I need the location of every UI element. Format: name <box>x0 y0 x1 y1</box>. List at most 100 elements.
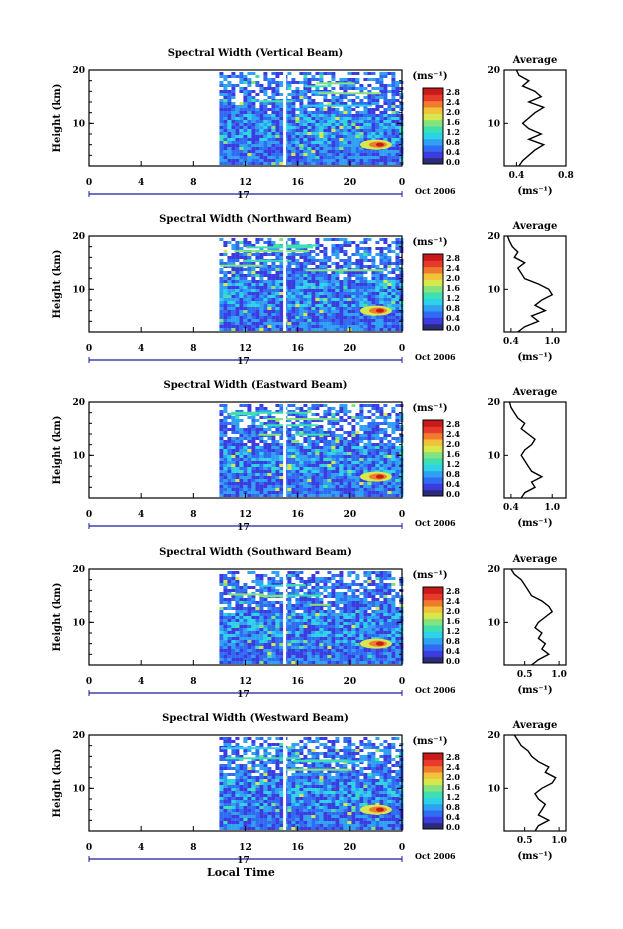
hotspot-core <box>375 641 384 646</box>
colorbar-swatch <box>423 94 443 102</box>
x-tick-label: 8 <box>190 843 196 853</box>
colorbar-swatch <box>423 489 443 497</box>
average-y-tick: 20 <box>487 731 500 741</box>
data-gap <box>283 735 287 831</box>
colorbar-tick: 1.6 <box>446 616 460 626</box>
average-unit: (ms⁻¹) <box>517 851 552 862</box>
y-tick-label: 20 <box>72 398 85 408</box>
colorbar-swatch <box>423 637 443 645</box>
y-tick-label: 20 <box>72 565 85 575</box>
date-day: 17 <box>237 357 250 367</box>
colorbar-swatch <box>423 254 443 261</box>
colorbar-tick: 1.2 <box>446 626 460 636</box>
panel-title: Spectral Width (Westward Beam) <box>162 713 349 724</box>
colorbar-tick: 0.4 <box>446 147 460 157</box>
colorbar-frame <box>422 253 444 331</box>
x-tick-label: 16 <box>291 178 304 188</box>
y-axis-label: Height (km) <box>52 749 63 818</box>
x-tick-label: 12 <box>239 843 252 853</box>
colorbar-unit: (ms⁻¹) <box>412 736 447 747</box>
colorbar-tick: 0.0 <box>446 323 460 333</box>
colorbar-swatch <box>423 426 443 434</box>
x-tick-label: 12 <box>239 677 252 687</box>
colorbar-tick: 1.6 <box>446 117 460 127</box>
colorbar-tick: 2.8 <box>446 87 460 97</box>
average-x-tick: 0.8 <box>558 171 574 181</box>
colorbar-swatch <box>423 464 443 472</box>
date-month-year: Oct 2006 <box>415 685 456 695</box>
colorbar-frame <box>422 419 444 497</box>
date-day: 17 <box>237 856 250 866</box>
average-frame <box>503 568 567 666</box>
colorbar-swatch <box>423 772 443 779</box>
x-tick-label: 12 <box>239 344 252 354</box>
colorbar-frame <box>422 87 444 165</box>
colorbar-swatch <box>423 822 443 830</box>
colorbar-tick: 0.4 <box>446 313 460 323</box>
colorbar-swatch <box>423 587 443 594</box>
colorbar-swatch <box>423 483 443 491</box>
y-tick-label: 20 <box>72 731 85 741</box>
colorbar-swatch <box>423 803 443 811</box>
y-axis-label: Height (km) <box>52 416 63 485</box>
colorbar-swatch <box>423 132 443 140</box>
colorbar-swatch <box>423 606 443 613</box>
average-unit: (ms⁻¹) <box>517 186 552 197</box>
colorbar-swatch <box>423 765 443 773</box>
colorbar-swatch <box>423 420 443 427</box>
colorbar-swatch <box>423 285 443 293</box>
colorbar-swatch <box>423 157 443 165</box>
colorbar-tick: 1.2 <box>446 127 460 137</box>
colorbar-tick: 0.4 <box>446 812 460 822</box>
colorbar-swatch <box>423 88 443 95</box>
colorbar-swatch <box>423 797 443 805</box>
colorbar-swatch <box>423 753 443 760</box>
colorbar-tick: 2.4 <box>446 596 460 606</box>
colorbar-swatch <box>423 260 443 268</box>
colorbar-tick: 0.0 <box>446 822 460 832</box>
colorbar-swatch <box>423 317 443 325</box>
average-x-tick: 1.0 <box>551 670 567 680</box>
x-tick-label: 16 <box>291 344 304 354</box>
y-axis-label: Height (km) <box>52 583 63 652</box>
heatmap <box>219 236 404 332</box>
average-line <box>506 235 554 333</box>
x-tick-label: 0 <box>86 677 92 687</box>
x-tick-label: 16 <box>291 510 304 520</box>
x-tick-label: 20 <box>344 178 357 188</box>
x-tick-label: 20 <box>344 344 357 354</box>
average-x-tick: 1.0 <box>551 836 567 846</box>
average-x-tick: 0.5 <box>517 836 533 846</box>
average-y-tick: 20 <box>487 66 500 76</box>
colorbar-tick: 0.0 <box>446 656 460 666</box>
x-tick-label: 20 <box>344 677 357 687</box>
colorbar-swatch <box>423 145 443 152</box>
average-unit: (ms⁻¹) <box>517 685 552 696</box>
colorbar-tick: 0.8 <box>446 137 460 147</box>
x-tick-label: 0 <box>399 344 405 354</box>
average-y-tick: 10 <box>487 618 500 628</box>
average-x-tick: 0.5 <box>517 670 533 680</box>
hotspot-core <box>375 474 384 479</box>
x-tick-label: 16 <box>291 677 304 687</box>
average-profile: Average 20 10 0.4 0.8 (ms⁻¹) <box>487 55 573 197</box>
colorbar-tick: 2.8 <box>446 752 460 762</box>
colorbar-swatch <box>423 458 443 465</box>
x-tick-label: 8 <box>190 677 196 687</box>
average-y-tick: 20 <box>487 232 500 242</box>
x-tick-label: 0 <box>86 178 92 188</box>
colorbar-swatch <box>423 445 443 453</box>
colorbar-swatch <box>423 759 443 767</box>
colorbar-tick: 1.2 <box>446 293 460 303</box>
x-tick-label: 12 <box>239 178 252 188</box>
colorbar-swatch <box>423 810 443 817</box>
colorbar-tick: 0.8 <box>446 469 460 479</box>
panel-3: Spectral Width (Eastward Beam) 20 10 Height… <box>52 380 567 533</box>
average-y-tick: 10 <box>487 784 500 794</box>
colorbar-frame <box>422 586 444 664</box>
x-tick-label: 4 <box>138 178 144 188</box>
data-gap <box>283 236 287 332</box>
average-title: Average <box>512 387 558 398</box>
data-gap <box>283 569 287 665</box>
average-x-tick: 0.4 <box>503 337 519 347</box>
